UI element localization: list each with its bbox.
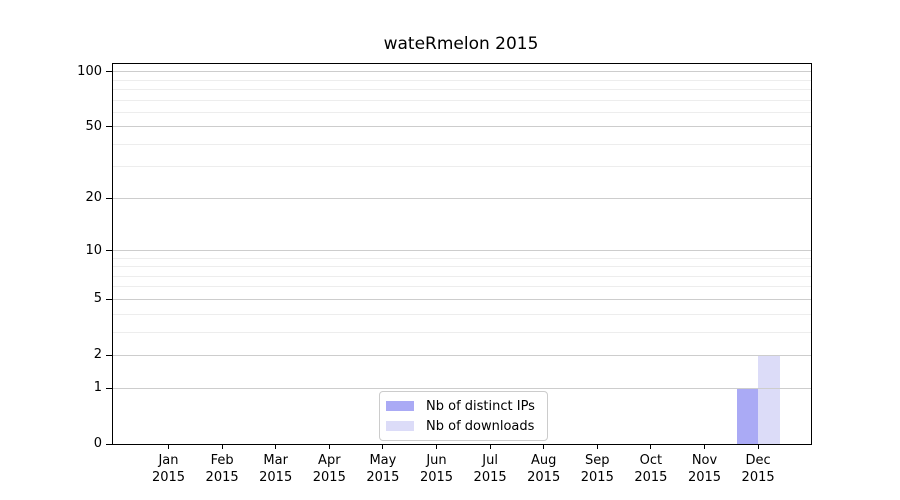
gridline-minor <box>113 79 811 81</box>
gridline-major <box>113 126 811 128</box>
x-tick-label: Oct 2015 <box>623 452 679 486</box>
x-tick-label: Nov 2015 <box>677 452 733 486</box>
bar <box>758 355 780 444</box>
x-tick-year: 2015 <box>527 470 561 485</box>
x-tick-year: 2015 <box>687 470 722 485</box>
y-tick-label: 1 <box>93 380 102 396</box>
gridline-major <box>113 387 811 389</box>
y-tick-label: 100 <box>77 63 102 79</box>
x-tick-year: 2015 <box>473 470 507 485</box>
gridline-minor <box>113 266 811 268</box>
x-tick-label: Feb 2015 <box>194 452 250 486</box>
y-tick-label: 0 <box>93 436 102 451</box>
x-axis-tick <box>704 444 705 449</box>
gridline-minor <box>113 111 811 113</box>
gridline-major <box>113 298 811 300</box>
legend: Nb of distinct IPs Nb of downloads <box>379 391 548 441</box>
y-axis-tick <box>106 443 112 445</box>
legend-swatch <box>386 421 414 431</box>
x-tick-year: 2015 <box>205 470 239 485</box>
y-axis-tick <box>106 298 112 300</box>
gridline-minor <box>113 257 811 259</box>
x-tick-label: Dec 2015 <box>730 452 786 486</box>
x-tick-label: Sep 2015 <box>569 452 625 486</box>
x-tick-year: 2015 <box>312 470 346 485</box>
x-axis-tick <box>436 444 437 449</box>
y-tick-label: 20 <box>85 190 102 206</box>
x-axis-tick <box>328 444 330 449</box>
legend-item: Nb of distinct IPs <box>386 397 535 415</box>
x-axis-tick <box>382 444 384 449</box>
x-tick-month: Jul <box>482 453 498 468</box>
x-tick-year: 2015 <box>580 470 614 485</box>
x-tick-month: Nov <box>691 453 718 468</box>
gridline-major <box>113 197 811 199</box>
x-tick-month: Feb <box>210 453 234 468</box>
gridline-minor <box>113 275 811 277</box>
x-tick-label: Apr 2015 <box>301 452 357 486</box>
y-tick-label: 10 <box>85 242 102 258</box>
x-tick-year: 2015 <box>741 470 775 485</box>
x-tick-month: Apr <box>318 453 341 468</box>
y-axis-tick <box>106 71 112 73</box>
gridline-major <box>113 250 811 252</box>
gridline-minor <box>113 166 811 168</box>
x-tick-year: 2015 <box>259 470 293 485</box>
x-axis-tick <box>489 444 491 449</box>
y-axis-tick <box>106 387 112 389</box>
legend-label: Nb of distinct IPs <box>426 398 535 414</box>
legend-label: Nb of downloads <box>426 418 535 434</box>
x-tick-year: 2015 <box>419 470 454 485</box>
y-axis-tick <box>106 126 112 128</box>
gridline-minor <box>113 99 811 101</box>
x-tick-year: 2015 <box>366 470 400 485</box>
x-tick-month: May <box>369 453 397 468</box>
chart-title: wateRmelon 2015 <box>383 34 539 54</box>
x-tick-label: Jul 2015 <box>462 452 518 486</box>
x-axis-tick <box>275 444 277 449</box>
x-axis-tick <box>221 444 223 449</box>
x-axis-tick <box>543 444 545 449</box>
y-axis-tick <box>106 354 112 356</box>
x-tick-month: Jan <box>158 453 179 468</box>
y-axis-tick <box>106 250 112 252</box>
x-tick-month: Sep <box>585 453 610 468</box>
y-tick-label: 2 <box>93 347 102 363</box>
plot-area: 0 1 2 5 10 20 50 100 Jan 2015 Feb 2015 Mar 2015 Apr 201… <box>77 63 812 485</box>
gridline-minor <box>113 286 811 288</box>
y-tick-label: 5 <box>93 291 102 307</box>
x-tick-month: Jun <box>426 453 447 468</box>
x-axis-tick <box>168 444 169 449</box>
y-axis-tick <box>106 197 112 199</box>
gridline-minor <box>113 331 811 333</box>
x-tick-year: 2015 <box>634 470 668 485</box>
gridline-major <box>113 71 811 73</box>
x-tick-year: 2015 <box>151 470 186 485</box>
x-tick-label: Jun 2015 <box>409 452 465 486</box>
x-tick-label: May 2015 <box>355 452 411 486</box>
x-tick-month: Aug <box>530 453 557 468</box>
legend-swatch <box>386 401 414 411</box>
x-axis-tick <box>650 444 652 449</box>
x-axis-tick <box>596 444 598 449</box>
y-tick-label: 50 <box>85 118 102 134</box>
x-tick-label: Aug 2015 <box>516 452 572 486</box>
x-axis-tick <box>757 444 759 449</box>
x-tick-label: Mar 2015 <box>248 452 304 486</box>
legend-item: Nb of downloads <box>386 417 535 435</box>
gridline-minor <box>113 88 811 90</box>
x-tick-label: Jan 2015 <box>141 452 197 486</box>
x-tick-month: Oct <box>639 453 663 468</box>
gridline-major <box>113 354 811 356</box>
gridline-minor <box>113 313 811 315</box>
x-tick-month: Dec <box>745 453 771 468</box>
gridline-minor <box>113 143 811 145</box>
x-tick-month: Mar <box>263 453 288 468</box>
bar <box>736 388 759 444</box>
